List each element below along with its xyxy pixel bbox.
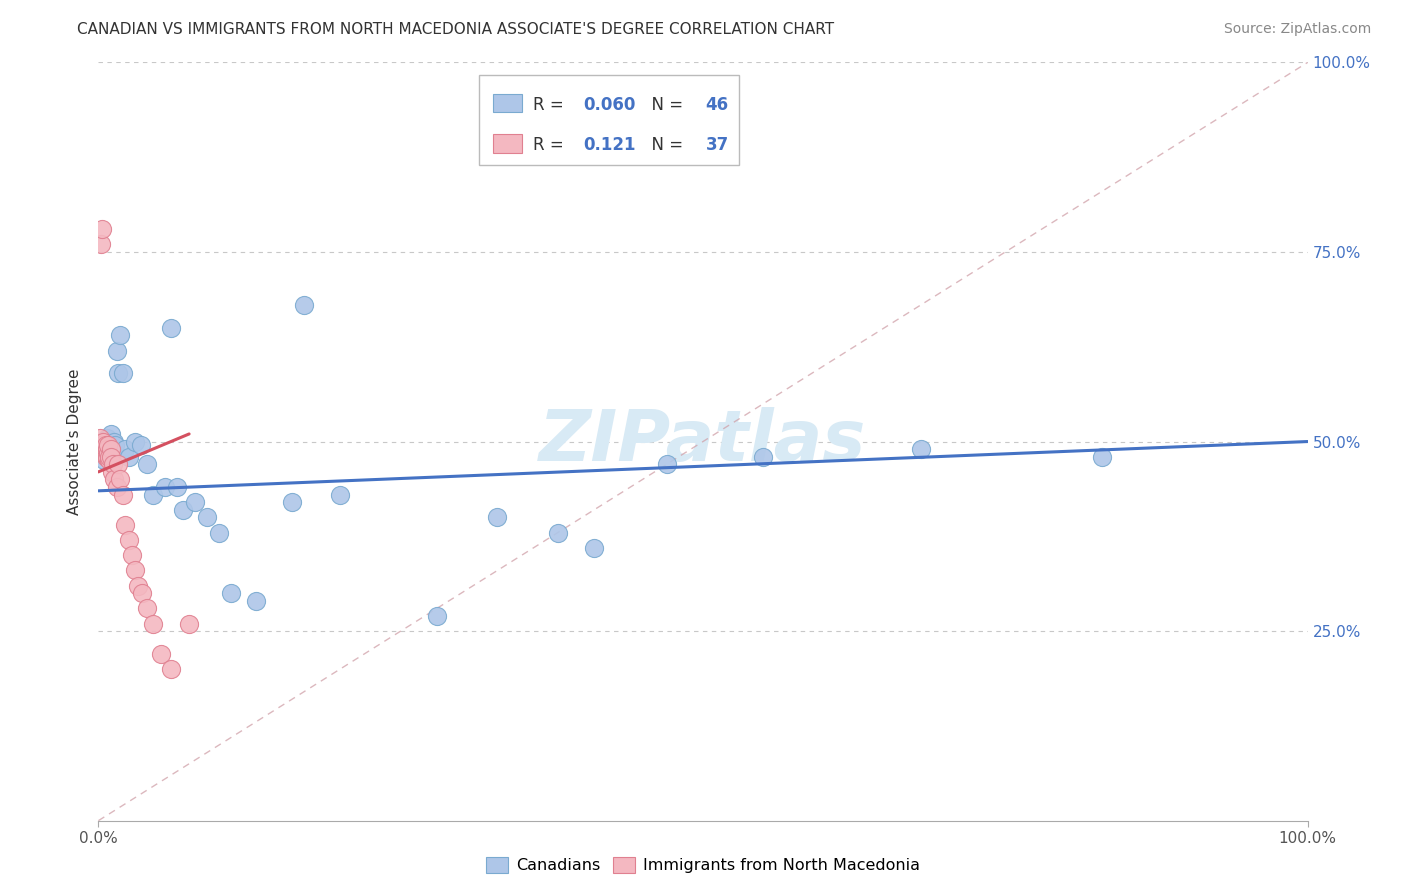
Point [135, 458, 157, 472]
Text: 0.121: 0.121 [583, 136, 636, 154]
Point [107, 458, 129, 472]
Point [108, 328, 131, 343]
Point [486, 510, 509, 524]
Point [91, 434, 114, 449]
Point [129, 438, 152, 452]
Point [547, 525, 569, 540]
Point [127, 579, 149, 593]
Text: R =: R = [533, 136, 574, 154]
Point [118, 450, 141, 464]
Point [97, 438, 120, 452]
Point [98, 450, 121, 464]
Point [281, 495, 304, 509]
Point [97, 446, 120, 460]
Point [91, 446, 114, 460]
Point [90, 237, 112, 252]
Point [91, 442, 114, 457]
Point [208, 525, 231, 540]
Point [111, 487, 134, 501]
Point [142, 487, 165, 501]
Point [160, 662, 183, 676]
Point [184, 495, 207, 509]
Point [94, 434, 117, 449]
Point [91, 222, 114, 236]
Point [97, 450, 120, 464]
Text: 46: 46 [706, 95, 728, 114]
Point [93, 446, 115, 460]
Point [93, 442, 115, 457]
Point [166, 480, 188, 494]
Point [101, 458, 124, 472]
Point [108, 473, 131, 487]
Point [94, 438, 117, 452]
Y-axis label: Associate's Degree: Associate's Degree [67, 368, 83, 515]
Point [101, 446, 124, 460]
Point [96, 442, 118, 457]
FancyBboxPatch shape [479, 75, 740, 165]
FancyBboxPatch shape [492, 94, 522, 112]
Point [114, 517, 136, 532]
Point [103, 434, 125, 449]
Point [655, 458, 678, 472]
Text: ZIPatlas: ZIPatlas [540, 407, 866, 476]
Point [221, 586, 243, 600]
Point [111, 366, 134, 380]
Point [100, 450, 122, 464]
Point [114, 442, 136, 457]
Text: 0.060: 0.060 [583, 95, 636, 114]
Point [93, 453, 115, 467]
Point [172, 503, 194, 517]
Point [91, 442, 114, 457]
Point [329, 487, 352, 501]
Point [121, 548, 143, 563]
Point [105, 480, 128, 494]
Point [1091, 450, 1114, 464]
Point [105, 343, 128, 358]
Point [160, 320, 183, 334]
Point [96, 442, 118, 457]
Point [245, 594, 267, 608]
Point [100, 442, 122, 457]
Point [90, 438, 112, 452]
Point [98, 438, 121, 452]
Point [96, 450, 118, 464]
Point [153, 480, 176, 494]
Point [583, 541, 606, 555]
Point [96, 431, 118, 445]
Point [135, 601, 157, 615]
Point [142, 616, 165, 631]
Point [104, 438, 127, 452]
Point [179, 616, 201, 631]
Point [91, 434, 114, 449]
Text: N =: N = [641, 136, 689, 154]
Point [752, 450, 775, 464]
Point [124, 434, 146, 449]
Legend: Canadians, Immigrants from North Macedonia: Canadians, Immigrants from North Macedon… [479, 850, 927, 880]
Point [89, 431, 111, 445]
Point [910, 442, 932, 457]
Point [124, 564, 146, 578]
Point [93, 438, 115, 452]
Text: Source: ZipAtlas.com: Source: ZipAtlas.com [1223, 22, 1371, 37]
Point [103, 473, 125, 487]
Point [100, 465, 122, 479]
Point [131, 586, 153, 600]
Point [426, 608, 449, 623]
Point [100, 442, 122, 457]
Text: R =: R = [533, 95, 568, 114]
Point [150, 647, 173, 661]
Point [292, 298, 315, 312]
Point [118, 533, 141, 548]
Point [195, 510, 218, 524]
Point [107, 366, 129, 380]
Point [98, 453, 121, 467]
Point [94, 450, 117, 464]
Text: CANADIAN VS IMMIGRANTS FROM NORTH MACEDONIA ASSOCIATE'S DEGREE CORRELATION CHART: CANADIAN VS IMMIGRANTS FROM NORTH MACEDO… [77, 22, 834, 37]
Point [90, 442, 112, 457]
Text: N =: N = [641, 95, 689, 114]
Point [100, 434, 122, 449]
Point [100, 427, 122, 442]
FancyBboxPatch shape [492, 135, 522, 153]
Text: 37: 37 [706, 136, 728, 154]
